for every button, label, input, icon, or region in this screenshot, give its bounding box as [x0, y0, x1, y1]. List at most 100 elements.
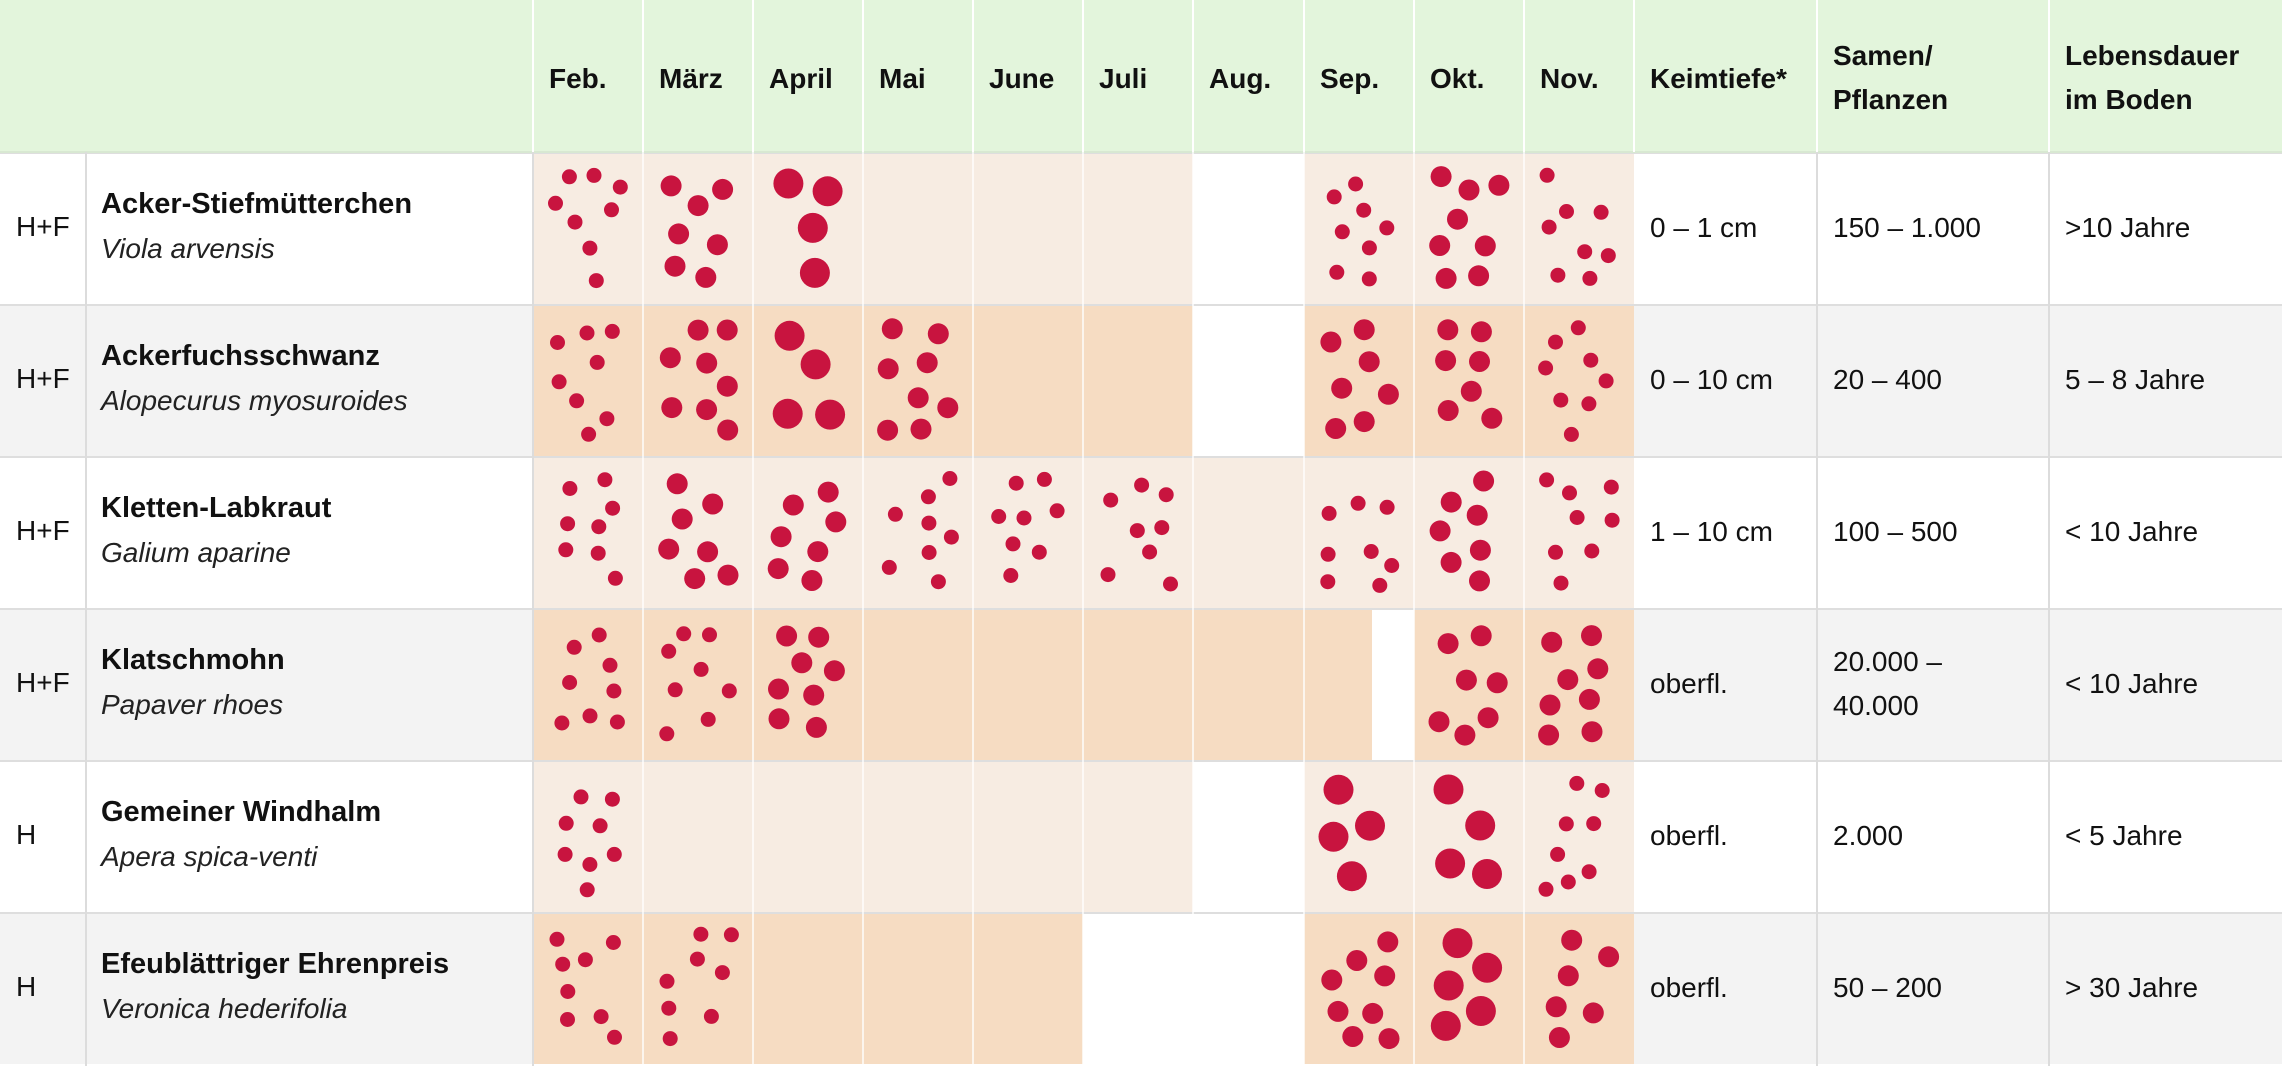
seed-dot	[1477, 707, 1499, 729]
seed-dot	[1560, 874, 1576, 890]
seed-dot	[1440, 551, 1462, 573]
month-cell-active	[1083, 608, 1193, 760]
seed-dot	[772, 398, 803, 429]
seed-dot	[1049, 503, 1065, 519]
seed-dot	[1435, 267, 1457, 289]
seed-dot	[1486, 672, 1508, 694]
seed-dot	[1460, 380, 1482, 402]
month-cell-active	[863, 760, 973, 912]
seed-dot	[558, 815, 574, 831]
seed-dot	[805, 716, 827, 738]
seed-dot	[877, 419, 899, 441]
germination-depth-value: oberfl.	[1650, 820, 1728, 851]
seed-dot	[1016, 510, 1032, 526]
seed-dot	[1570, 320, 1586, 336]
seed-dot	[717, 419, 739, 441]
seed-dot	[1361, 240, 1377, 256]
month-divider	[972, 152, 974, 1066]
header-column-divider	[642, 0, 644, 152]
seed-dot	[1350, 495, 1366, 511]
seed-dot	[1430, 166, 1452, 188]
germination-depth-header: Keimtiefe*	[1650, 63, 1787, 94]
seed-dot	[1158, 487, 1174, 503]
month-cell-active	[973, 608, 1083, 760]
seed-dot	[1553, 575, 1569, 591]
seed-dot	[607, 570, 623, 586]
month-header: Nov.	[1540, 63, 1599, 94]
month-divider	[642, 152, 644, 1066]
header-column-divider	[2048, 0, 2050, 152]
seeds-per-plant-value: 20 – 400	[1833, 364, 1942, 395]
month-divider	[1413, 152, 1415, 1066]
seed-dot	[579, 325, 595, 341]
seed-dot	[1472, 952, 1503, 983]
seed-dot	[1598, 946, 1620, 968]
seed-dot	[1103, 492, 1119, 508]
month-cell-active	[533, 912, 643, 1064]
seed-dot	[1377, 383, 1399, 405]
seed-dot	[1586, 816, 1602, 832]
seed-dot	[1362, 1002, 1384, 1024]
seed-dot	[823, 660, 845, 682]
seed-dot	[1163, 576, 1178, 592]
seed-dot	[604, 202, 619, 218]
seed-dot	[1468, 265, 1490, 287]
seed-dot	[577, 952, 593, 968]
seed-dot	[605, 500, 621, 516]
herbicide-code: H+F	[16, 515, 70, 546]
seed-dot	[1598, 373, 1614, 389]
seed-dot	[696, 399, 718, 421]
seed-dot	[1538, 881, 1554, 897]
seed-dot	[1353, 411, 1375, 433]
seed-dot	[1320, 546, 1336, 562]
seed-dot	[671, 508, 693, 530]
seed-dot	[1550, 267, 1566, 283]
seed-dot	[1470, 321, 1492, 343]
seed-dot	[1100, 567, 1116, 583]
seed-dot	[1481, 407, 1503, 429]
seed-dot	[1581, 396, 1597, 412]
month-divider	[1523, 152, 1525, 1066]
seed-dot	[1488, 174, 1510, 196]
seed-dot	[1470, 625, 1492, 647]
month-divider	[862, 152, 864, 1066]
seed-dot	[791, 652, 813, 674]
header-column-divider	[1633, 0, 1635, 152]
seed-dot	[586, 167, 602, 183]
seed-dot	[807, 541, 829, 563]
month-cell-active	[973, 152, 1083, 304]
seed-dot	[1346, 950, 1368, 971]
header-column-divider	[1413, 0, 1415, 152]
seed-dot	[661, 397, 683, 419]
seed-dot	[1356, 202, 1372, 218]
seed-dot	[1325, 418, 1347, 439]
soil-lifespan-value: >10 Jahre	[2065, 212, 2191, 243]
seed-dot	[1331, 377, 1353, 399]
seed-dot	[1433, 774, 1464, 805]
seed-dot	[799, 257, 830, 288]
header-column-divider	[1192, 0, 1194, 152]
seed-dot	[557, 846, 573, 862]
soil-lifespan-value: > 30 Jahre	[2065, 972, 2199, 1003]
seed-dot	[800, 349, 831, 380]
seed-dot	[1603, 479, 1619, 495]
seed-dot	[1321, 505, 1337, 521]
soil-lifespan-header: Lebensdauer im Boden	[2065, 40, 2240, 115]
seed-dot	[1593, 204, 1609, 220]
seed-dot	[1377, 931, 1399, 953]
month-cell-active	[1083, 304, 1193, 456]
seed-dot	[612, 179, 628, 195]
seed-dot	[1469, 539, 1491, 561]
header-column-divider	[862, 0, 864, 152]
seed-dot	[1465, 810, 1496, 841]
seed-dot	[582, 708, 598, 724]
seed-dot	[1355, 810, 1385, 841]
herbicide-code: H+F	[16, 667, 70, 698]
seed-dot	[881, 318, 903, 340]
herbicide-code: H+F	[16, 211, 70, 242]
seed-dot	[609, 714, 625, 730]
seed-dot	[1548, 544, 1563, 560]
month-cell-active	[753, 912, 863, 1064]
seed-dot	[659, 347, 681, 369]
